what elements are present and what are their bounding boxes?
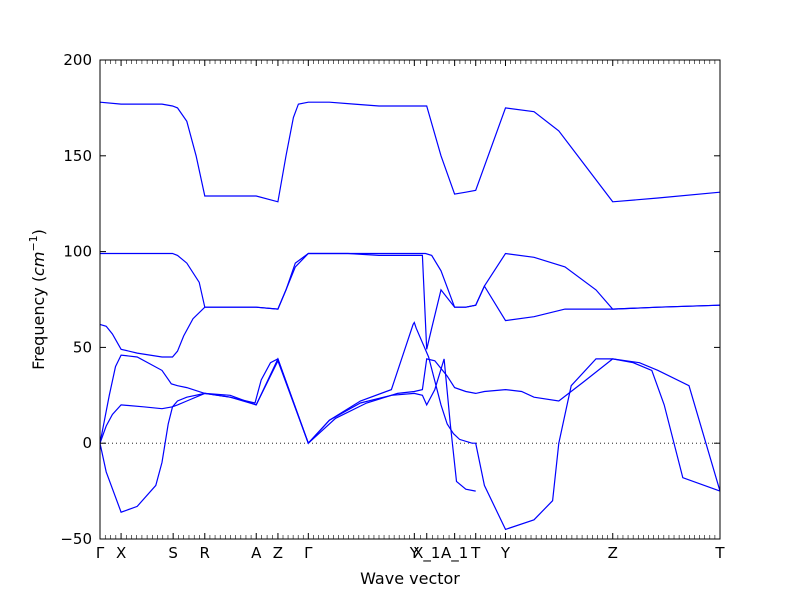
x-tick-label: A xyxy=(251,544,262,562)
x-tick-label: X_1 xyxy=(413,544,440,563)
x-tick-label: T xyxy=(714,544,725,562)
y-tick-label: −50 xyxy=(60,530,92,548)
x-tick-label: Z xyxy=(273,544,283,562)
x-axis: Γ X S R A Z Γ YX_1 A_1 T Y Z T xyxy=(96,60,725,563)
y-tick-label: 200 xyxy=(63,51,92,69)
y-axis: −50 0 50 100 150 200 xyxy=(60,51,720,548)
y-axis-label: Frequency (cm−1) xyxy=(27,229,48,370)
band-6 xyxy=(99,321,721,531)
y-tick-label: 50 xyxy=(73,338,92,356)
y-tick-label: 100 xyxy=(63,243,92,261)
band-5 xyxy=(99,358,721,492)
x-axis-label: Wave vector xyxy=(360,569,460,588)
x-tick-label: R xyxy=(200,544,210,562)
x-tick-label: S xyxy=(168,544,178,562)
y-tick-label: 0 xyxy=(82,434,92,452)
y-tick-label: 150 xyxy=(63,147,92,165)
x-tick-label: Γ xyxy=(304,544,313,562)
x-tick-label: Y xyxy=(409,544,420,562)
x-tick-label: Z xyxy=(608,544,618,562)
y-axis-label-close: ) xyxy=(29,229,48,235)
x-tick-label: T xyxy=(470,544,481,562)
x-tick-label: Γ xyxy=(96,544,105,562)
y-axis-label-unit: cm xyxy=(29,252,48,276)
band-4 xyxy=(99,354,476,492)
plot-frame xyxy=(99,59,721,540)
x-tick-label: Y xyxy=(500,544,511,562)
y-axis-label-main: Frequency ( xyxy=(29,276,48,370)
band-3 xyxy=(99,252,721,358)
y-axis-label-exponent: −1 xyxy=(27,235,40,251)
x-tick-label: A_1 xyxy=(441,544,468,563)
plot-area xyxy=(99,101,721,531)
band-1 xyxy=(99,101,721,203)
x-tick-label: X xyxy=(116,544,126,562)
band-2 xyxy=(100,252,721,310)
